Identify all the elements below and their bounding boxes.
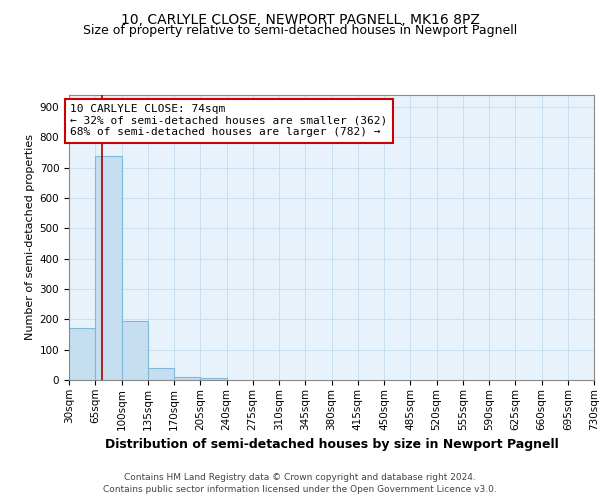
Bar (69, 328, 95, 380)
Bar (200, 378, 227, 380)
Bar (174, 377, 200, 380)
Y-axis label: Number of semi-detached properties: Number of semi-detached properties (25, 134, 35, 340)
Text: Contains HM Land Registry data © Crown copyright and database right 2024.
Contai: Contains HM Land Registry data © Crown c… (103, 472, 497, 494)
Text: 10 CARLYLE CLOSE: 74sqm
← 32% of semi-detached houses are smaller (362)
68% of s: 10 CARLYLE CLOSE: 74sqm ← 32% of semi-de… (71, 104, 388, 138)
Text: 10, CARLYLE CLOSE, NEWPORT PAGNELL, MK16 8PZ: 10, CARLYLE CLOSE, NEWPORT PAGNELL, MK16… (121, 12, 479, 26)
Bar (148, 368, 174, 380)
Bar (121, 321, 148, 380)
X-axis label: Distribution of semi-detached houses by size in Newport Pagnell: Distribution of semi-detached houses by … (104, 438, 559, 451)
Text: Size of property relative to semi-detached houses in Newport Pagnell: Size of property relative to semi-detach… (83, 24, 517, 37)
Bar (95, 156, 121, 380)
